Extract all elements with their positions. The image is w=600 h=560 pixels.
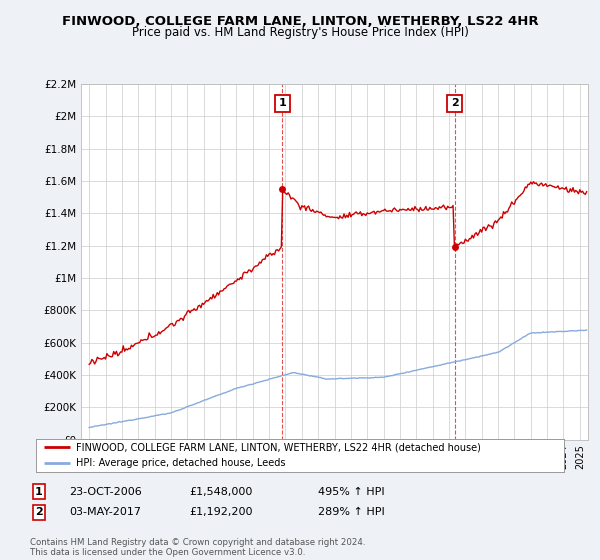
Text: HPI: Average price, detached house, Leeds: HPI: Average price, detached house, Leed… [76,458,285,468]
Text: FINWOOD, COLLEGE FARM LANE, LINTON, WETHERBY, LS22 4HR: FINWOOD, COLLEGE FARM LANE, LINTON, WETH… [62,15,538,27]
Text: Price paid vs. HM Land Registry's House Price Index (HPI): Price paid vs. HM Land Registry's House … [131,26,469,39]
Text: 495% ↑ HPI: 495% ↑ HPI [318,487,385,497]
Text: £1,192,200: £1,192,200 [189,507,253,517]
Text: Contains HM Land Registry data © Crown copyright and database right 2024.
This d: Contains HM Land Registry data © Crown c… [30,538,365,557]
Text: 03-MAY-2017: 03-MAY-2017 [69,507,141,517]
Text: FINWOOD, COLLEGE FARM LANE, LINTON, WETHERBY, LS22 4HR (detached house): FINWOOD, COLLEGE FARM LANE, LINTON, WETH… [76,442,481,452]
Text: 1: 1 [35,487,43,497]
Text: 2: 2 [451,99,458,109]
Text: 289% ↑ HPI: 289% ↑ HPI [318,507,385,517]
Text: £1,548,000: £1,548,000 [189,487,253,497]
Text: 23-OCT-2006: 23-OCT-2006 [69,487,142,497]
Text: 1: 1 [278,99,286,109]
Text: 2: 2 [35,507,43,517]
